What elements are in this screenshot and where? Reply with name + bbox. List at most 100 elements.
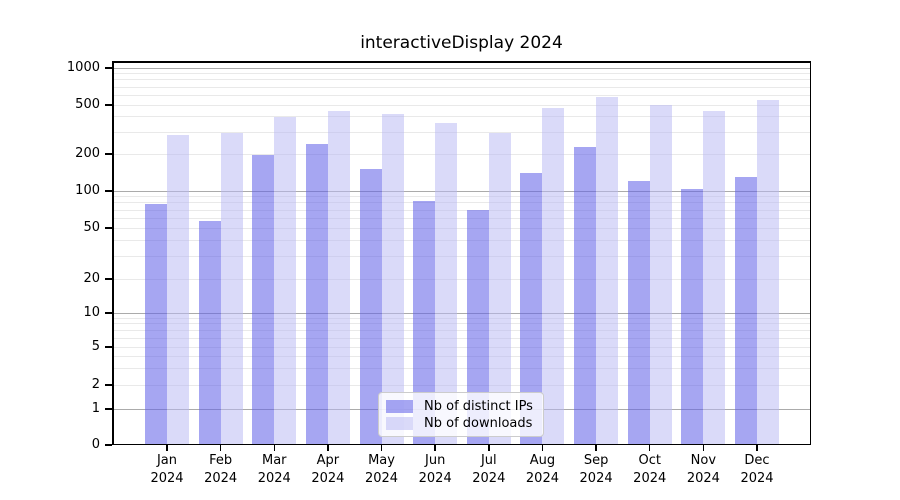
x-tick-label: Apr 2024 <box>293 452 363 488</box>
x-tick-label-month: Jan <box>156 453 178 468</box>
bar-distinct-ips-jul <box>466 210 489 445</box>
bar-downloads-oct <box>649 105 672 445</box>
x-tick-label: May 2024 <box>347 452 417 488</box>
y-tick-label: 0 <box>91 437 100 452</box>
gridline-minor <box>112 329 811 331</box>
gridline-major <box>112 67 811 69</box>
legend-label-distinct-ips: Nb of distinct IPs <box>424 398 533 414</box>
bar-downloads-feb <box>220 133 243 445</box>
gridline-minor <box>112 367 811 369</box>
x-tick-label-year: 2024 <box>150 471 184 486</box>
x-tick <box>756 445 758 451</box>
gridline-minor <box>112 227 811 229</box>
gridline-minor <box>112 355 811 357</box>
x-tick-label-month: Sep <box>583 453 609 468</box>
gridline-minor <box>112 104 811 106</box>
gridline-minor <box>112 317 811 319</box>
gridline-minor <box>112 116 811 118</box>
gridline-minor <box>112 153 811 155</box>
gridline-minor <box>112 202 811 204</box>
y-tick-label: 1000 <box>66 60 100 75</box>
y-tick <box>105 227 112 229</box>
x-tick-label-month: Mar <box>262 453 287 468</box>
bar-downloads-sep <box>596 96 619 445</box>
gridline-minor <box>112 278 811 280</box>
bar-distinct-ips-may <box>359 169 382 445</box>
legend-label-downloads: Nb of downloads <box>424 415 533 431</box>
gridline-minor <box>112 255 811 257</box>
bar-distinct-ips-jun <box>413 200 436 445</box>
bar-downloads-jun <box>435 123 458 445</box>
gridline-minor <box>112 131 811 133</box>
x-tick-label-month: Apr <box>316 453 340 468</box>
bar-distinct-ips-aug <box>520 173 543 445</box>
chart-title: interactiveDisplay 2024 <box>360 33 563 53</box>
x-tick <box>327 445 329 451</box>
x-tick-label-month: May <box>368 453 395 468</box>
y-tick <box>105 153 112 155</box>
x-tick-label-month: Dec <box>744 453 770 468</box>
bar-distinct-ips-dec <box>735 176 757 445</box>
bar-downloads-dec <box>757 99 779 445</box>
x-tick-label-year: 2024 <box>633 471 667 486</box>
y-tick <box>105 408 112 410</box>
y-tick-label: 50 <box>83 220 100 235</box>
x-tick-label-month: Jul <box>480 453 497 468</box>
plot-area <box>112 61 811 445</box>
y-tick <box>105 444 112 446</box>
legend-item-distinct-ips: Nb of distinct IPs <box>386 398 535 414</box>
x-tick-label: Jul 2024 <box>454 452 524 488</box>
bar-downloads-jul <box>488 133 511 445</box>
legend: Nb of distinct IPs Nb of downloads <box>378 392 544 437</box>
bar-distinct-ips-mar <box>252 154 275 445</box>
bar-downloads-may <box>381 114 404 445</box>
gridline-minor <box>112 384 811 386</box>
y-tick <box>105 346 112 348</box>
bar-downloads-aug <box>542 108 565 445</box>
x-tick-label-year: 2024 <box>364 471 399 486</box>
x-tick-label: Aug 2024 <box>507 452 577 488</box>
y-tick <box>105 312 112 314</box>
y-tick-label: 500 <box>75 97 100 112</box>
x-tick <box>166 445 168 451</box>
legend-item-downloads: Nb of downloads <box>386 415 535 431</box>
bar-distinct-ips-apr <box>305 144 328 445</box>
x-tick <box>488 445 490 451</box>
x-tick-label-year: 2024 <box>418 471 452 486</box>
x-tick-label-year: 2024 <box>525 471 559 486</box>
bar-distinct-ips-oct <box>627 181 650 445</box>
gridline-minor <box>112 337 811 339</box>
bar-distinct-ips-sep <box>574 146 597 445</box>
x-tick-label: Feb 2024 <box>186 452 256 488</box>
x-tick-label: Jun 2024 <box>400 452 470 488</box>
x-tick <box>595 445 597 451</box>
gridline-minor <box>112 94 811 96</box>
legend-swatch-downloads <box>386 416 413 430</box>
y-tick <box>105 104 112 106</box>
x-tick-label-year: 2024 <box>311 471 345 486</box>
gridline-major <box>112 190 811 192</box>
bar-downloads-nov <box>703 111 726 445</box>
gridline-minor <box>112 79 811 81</box>
gridline-minor <box>112 209 811 211</box>
x-tick-label-year: 2024 <box>686 471 720 486</box>
legend-swatch-distinct-ips <box>386 399 413 413</box>
x-tick-label-month: Jun <box>425 453 446 468</box>
x-tick-label-month: Nov <box>690 453 717 468</box>
bar-distinct-ips-nov <box>681 188 704 445</box>
x-tick <box>434 445 436 451</box>
plot-spine-right <box>809 61 811 445</box>
x-tick-label-month: Feb <box>209 453 233 468</box>
x-tick <box>273 445 275 451</box>
gridline-minor <box>112 346 811 348</box>
x-tick <box>380 445 383 451</box>
y-tick-label: 200 <box>75 146 100 161</box>
y-tick <box>105 384 112 386</box>
x-tick-label: Dec 2024 <box>722 452 792 488</box>
y-tick-label: 10 <box>83 305 100 320</box>
x-tick-label-month: Oct <box>638 453 661 468</box>
bar-distinct-ips-jan <box>145 204 167 445</box>
y-tick <box>105 67 112 69</box>
x-tick-label-year: 2024 <box>579 471 613 486</box>
x-tick <box>541 445 544 451</box>
